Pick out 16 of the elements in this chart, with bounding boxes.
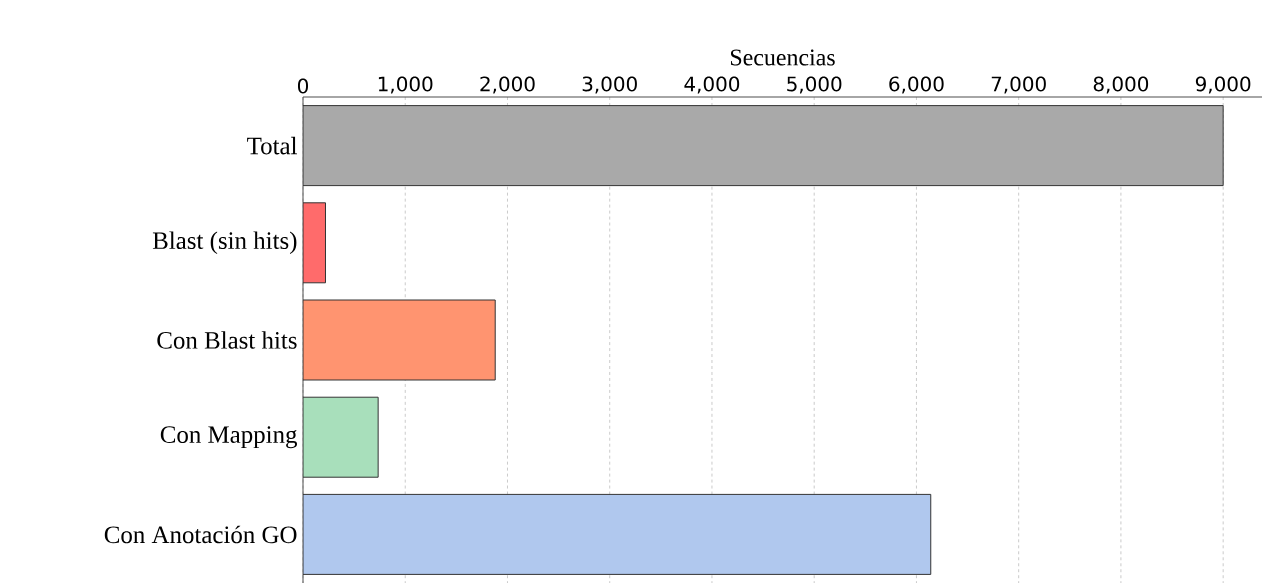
y-tick-label: Total [247, 136, 298, 155]
x-tick-label: 3,000 [582, 76, 637, 94]
x-axis-title: Secuencias [730, 49, 835, 66]
y-tick-label: Con Blast hits [157, 331, 297, 349]
y-tick-label: Blast (sin hits) [152, 231, 297, 255]
y-tick-label: Con Anotación GO [104, 525, 297, 544]
x-tick-label: 7,000 [991, 76, 1046, 94]
x-tick-label: 0 [297, 78, 309, 94]
x-tick-label: 8,000 [1093, 76, 1149, 94]
x-tick-label: 6,000 [889, 76, 944, 94]
y-tick-label: Con Mapping [160, 426, 298, 449]
x-tick-label: 1,000 [378, 76, 433, 94]
x-tick-label: 5,000 [787, 76, 842, 94]
x-tick-label: 9,000 [1195, 76, 1251, 94]
x-tick-label: 2,000 [480, 76, 535, 94]
x-tick-label: 4,000 [684, 76, 740, 94]
